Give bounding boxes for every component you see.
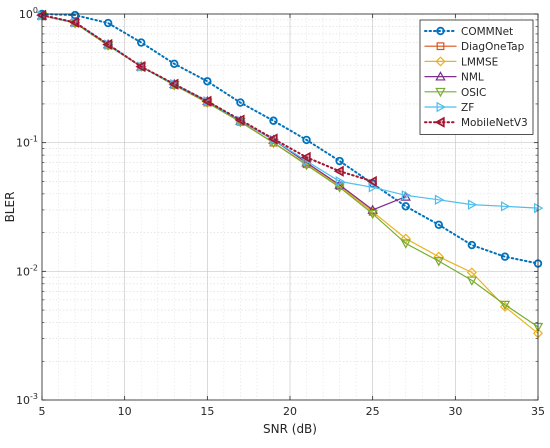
data-point — [366, 175, 377, 187]
legend-label: DiagOneTap — [461, 41, 525, 53]
data-point — [236, 98, 245, 107]
data-point — [368, 182, 379, 193]
data-point — [36, 9, 47, 21]
data-point — [433, 257, 445, 267]
x-tick-label: 25 — [366, 405, 380, 418]
data-point — [300, 151, 311, 163]
data-point — [466, 276, 478, 286]
y-tick-label: 10-1 — [16, 135, 38, 150]
y-axis-label: BLER — [3, 192, 17, 223]
legend-entry: OSIC — [424, 87, 486, 99]
data-point — [434, 194, 445, 205]
ticks: 5 10 15 20 25 30 35 10-3 10-2 10-1 100 — [16, 6, 545, 418]
x-tick-label: 5 — [39, 405, 46, 418]
legend-label: OSIC — [461, 87, 486, 99]
legend-label: ZF — [461, 102, 474, 114]
data-point — [69, 16, 80, 28]
data-point — [136, 38, 146, 47]
legend-marker — [436, 26, 445, 36]
legend-marker — [435, 56, 446, 67]
x-tick-label: 35 — [531, 405, 545, 418]
data-point — [267, 133, 278, 145]
data-point — [333, 165, 344, 177]
legend: COMMNet DiagOneTap LMMSE NML OSIC ZF MobileNet… — [419, 19, 534, 135]
series-layer — [36, 9, 544, 339]
data-point — [534, 202, 544, 214]
legend-label: MobileNetV3 — [461, 117, 528, 129]
legend-entry: NML — [424, 71, 484, 84]
series-mobilenetv3 — [36, 9, 377, 187]
data-point — [201, 95, 212, 107]
legend-marker — [436, 42, 445, 51]
data-point — [500, 252, 510, 261]
data-point — [434, 220, 443, 229]
y-tick-label: 10-3 — [16, 392, 38, 407]
x-axis-label: SNR (dB) — [263, 422, 317, 436]
legend-entry: MobileNetV3 — [424, 116, 528, 129]
y-tick-label: 10-2 — [16, 263, 38, 278]
legend-marker — [435, 87, 446, 98]
data-point — [234, 114, 245, 126]
data-point — [499, 300, 511, 311]
y-tick-label: 100 — [19, 6, 38, 21]
data-point — [400, 239, 411, 249]
data-point — [500, 201, 511, 212]
legend-marker — [436, 101, 446, 113]
legend-label: LMMSE — [461, 56, 498, 68]
series-line — [41, 14, 374, 183]
legend-entry: DiagOneTap — [424, 41, 525, 53]
data-point — [203, 77, 212, 86]
legend-entry: LMMSE — [424, 56, 498, 68]
x-tick-label: 30 — [448, 405, 462, 418]
series-line — [41, 13, 539, 265]
legend-entry: ZF — [424, 101, 474, 114]
x-tick-label: 10 — [118, 405, 132, 418]
data-point — [168, 78, 179, 90]
data-point — [102, 38, 113, 50]
data-point — [367, 209, 378, 220]
legend-marker — [434, 116, 445, 128]
data-point — [467, 240, 477, 250]
data-point — [467, 199, 478, 210]
data-point — [335, 156, 344, 166]
legend-marker — [435, 71, 446, 81]
data-point — [302, 135, 311, 145]
data-point — [499, 301, 510, 312]
data-point — [335, 176, 346, 187]
x-tick-label: 20 — [283, 405, 297, 418]
data-point — [170, 59, 179, 69]
data-point — [135, 61, 146, 73]
data-point — [269, 116, 278, 125]
legend-label: NML — [461, 72, 484, 84]
legend-entry: COMMNet — [424, 26, 513, 38]
data-point — [401, 202, 410, 211]
x-tick-label: 15 — [200, 405, 214, 418]
data-point — [401, 190, 412, 201]
legend-label: COMMNet — [461, 26, 513, 38]
data-point — [103, 18, 113, 28]
series-line — [41, 15, 539, 209]
